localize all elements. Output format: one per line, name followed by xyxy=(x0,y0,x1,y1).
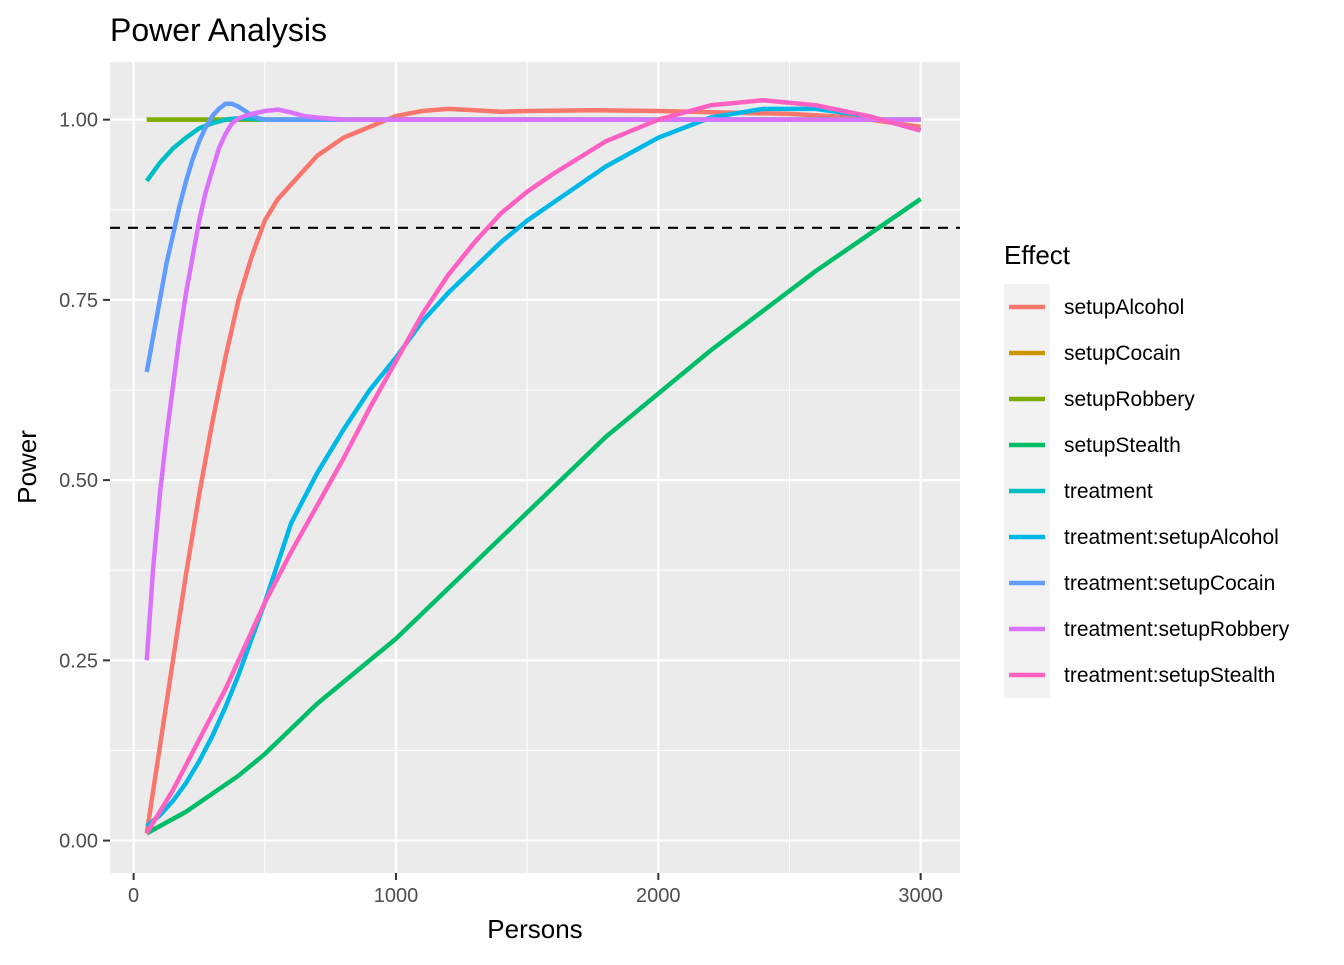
legend-label: setupCocain xyxy=(1064,342,1181,365)
y-tick-label: 0.00 xyxy=(59,831,98,853)
x-tick-label: 1000 xyxy=(374,885,419,907)
y-tick-label: 0.75 xyxy=(59,290,98,312)
legend-label: setupStealth xyxy=(1064,434,1181,457)
legend-label: setupRobbery xyxy=(1064,388,1195,411)
x-axis-label: Persons xyxy=(487,914,582,944)
x-axis: 0 1000 2000 3000 xyxy=(128,873,943,907)
y-tick-label: 0.50 xyxy=(59,470,98,492)
legend-label: treatment xyxy=(1064,480,1153,503)
legend-items: setupAlcohol setupCocain setupRobbery setup… xyxy=(1009,296,1290,687)
legend-item: treatment:setupAlcohol xyxy=(1009,526,1279,549)
legend-item: treatment:setupStealth xyxy=(1009,664,1275,687)
y-axis-label: Power xyxy=(12,430,42,504)
legend-item: setupCocain xyxy=(1009,342,1181,365)
legend-label: treatment:setupStealth xyxy=(1064,664,1275,687)
y-tick-label: 0.25 xyxy=(59,650,98,672)
series-line-treatment-setupalcohol xyxy=(145,106,922,828)
plot-panel xyxy=(110,62,960,873)
series-line-setupstealth xyxy=(145,197,922,836)
series-line-treatment-setuprobbery xyxy=(144,107,921,661)
legend-item: treatment:setupCocain xyxy=(1009,572,1275,595)
legend-label: treatment:setupCocain xyxy=(1064,572,1275,595)
chart-title: Power Analysis xyxy=(110,12,327,48)
legend-item: setupAlcohol xyxy=(1009,296,1184,319)
legend-item: setupRobbery xyxy=(1009,388,1195,411)
x-tick-label: 3000 xyxy=(898,885,943,907)
legend-label: treatment:setupRobbery xyxy=(1064,618,1290,641)
y-axis: 0.00 0.25 0.50 0.75 1.00 xyxy=(59,110,110,853)
series-line-treatment-setupstealth xyxy=(144,97,922,835)
legend-title: Effect xyxy=(1004,240,1071,270)
legend-item: treatment xyxy=(1009,480,1153,503)
legend-item: treatment:setupRobbery xyxy=(1009,618,1290,641)
x-tick-label: 2000 xyxy=(636,885,681,907)
x-tick-label: 0 xyxy=(128,885,139,907)
legend-label: treatment:setupAlcohol xyxy=(1064,526,1279,549)
legend-label: setupAlcohol xyxy=(1064,296,1184,319)
series-lines xyxy=(144,97,922,836)
series-line-setupalcohol xyxy=(144,106,921,834)
minor-gridlines xyxy=(110,62,960,873)
y-tick-label: 1.00 xyxy=(59,110,98,132)
legend-item: setupStealth xyxy=(1009,434,1181,457)
legend: Effect setupAlcohol setupCocain setupRobbe… xyxy=(1004,240,1290,698)
